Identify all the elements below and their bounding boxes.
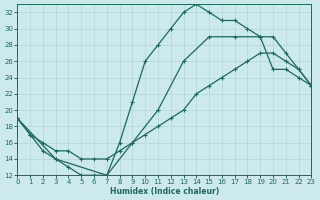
- X-axis label: Humidex (Indice chaleur): Humidex (Indice chaleur): [110, 187, 219, 196]
